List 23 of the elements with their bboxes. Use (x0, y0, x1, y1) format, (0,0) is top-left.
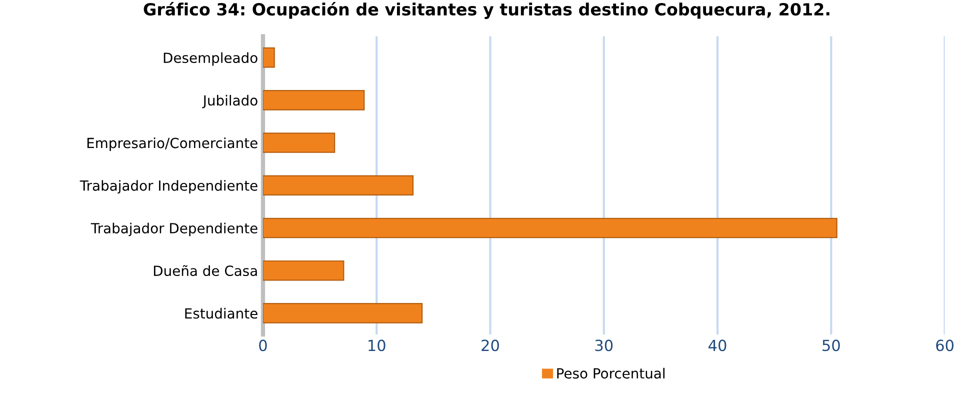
bar (262, 47, 275, 68)
y-tick-label: Jubilado (202, 94, 258, 108)
bar (262, 303, 423, 324)
x-tick-label: 50 (822, 340, 840, 352)
x-tick-label: 30 (595, 340, 613, 352)
chart-title: Gráfico 34: Ocupación de visitantes y turistas destino Cobquecura, 2012. (144, 2, 830, 19)
x-tick-label: 0 (259, 340, 267, 352)
x-tick-label: 40 (708, 340, 726, 352)
y-tick-label: Trabajador Independiente (80, 180, 258, 194)
y-tick-label: Trabajador Dependiente (90, 222, 258, 236)
x-tick-label: 10 (368, 340, 386, 352)
bar (262, 260, 344, 281)
bar (262, 90, 365, 110)
bar (262, 175, 414, 196)
y-tick-label: Desempleado (164, 52, 258, 66)
x-tick-label: 60 (936, 340, 954, 352)
bar (262, 132, 336, 153)
bar (262, 218, 838, 238)
y-tick-label: Dueña de Casa (154, 265, 257, 276)
legend-label: Peso Porcentual (557, 368, 664, 379)
y-tick-label: Estudiante (185, 308, 258, 319)
y-tick-label: Empresario/Comerciante (87, 138, 258, 151)
x-tick-label: 20 (482, 340, 499, 352)
